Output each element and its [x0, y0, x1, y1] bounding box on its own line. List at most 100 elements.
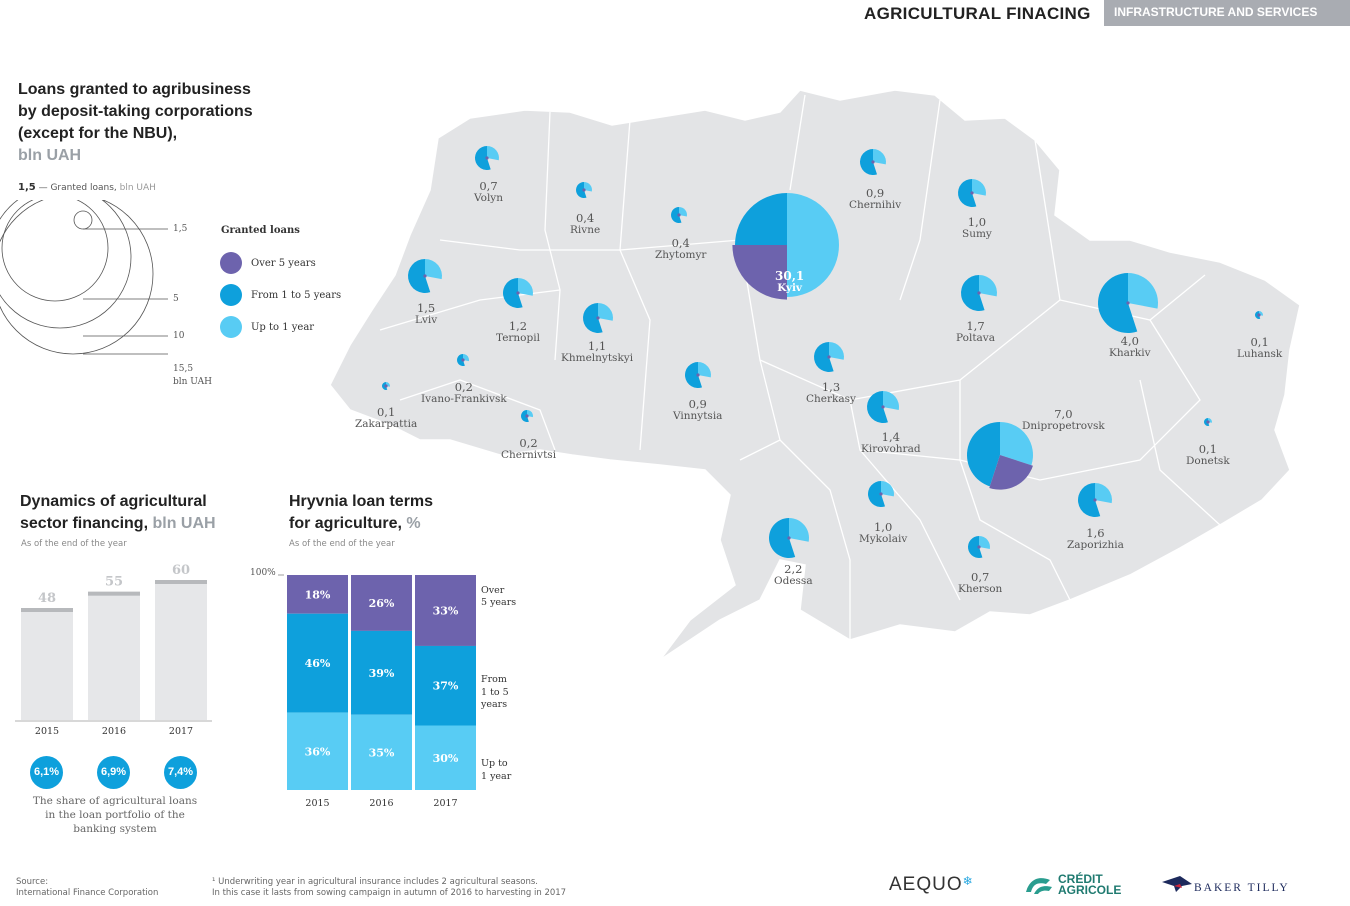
legend: Over 5 years From 1 to 5 years Up to 1 y… — [220, 247, 341, 343]
region-pie — [867, 391, 900, 424]
pie-slice-over5 — [384, 384, 388, 388]
pie-slice-over5 — [1093, 498, 1097, 502]
region-label: 1,2 Ternopil — [496, 320, 540, 344]
pie-slice-over5 — [582, 188, 586, 192]
share-caption-line: The share of agricultural loans — [32, 795, 198, 807]
size-scale — [0, 200, 168, 355]
terms-value-label: 37% — [433, 680, 459, 693]
dynamics-bar — [21, 608, 73, 720]
region-pie — [967, 536, 990, 559]
dynamics-year-label: 2015 — [35, 726, 59, 737]
pie-slice-1to5 — [967, 422, 1000, 487]
region-label: 0,9 Chernihiv — [849, 187, 901, 211]
region-name: Kirovohrad — [861, 443, 921, 455]
region-value: 1,2 — [508, 319, 528, 333]
pie-slice-over5 — [1257, 313, 1261, 317]
pie-slice-over5 — [516, 291, 520, 295]
dynamics-value-label: 60 — [172, 563, 190, 578]
snowflake-icon: ❄ — [962, 874, 974, 888]
pie-slice-upto1 — [883, 391, 900, 410]
scale-caption: 1,5 — Granted loans, bln UAH — [18, 182, 156, 193]
legend-title: Granted loans — [221, 225, 300, 236]
pie-slice-over5 — [423, 274, 427, 278]
share-badge: 6,1% — [30, 756, 63, 789]
pie-slice-1to5 — [408, 259, 431, 293]
region-pie — [960, 275, 997, 312]
dynamics-title-unit: bln UAH — [152, 515, 216, 532]
legend-label: From 1 to 5 years — [251, 289, 342, 301]
terms-title-line-2: for agriculture, — [289, 515, 402, 532]
region-label: 0,4 Zhytomyr — [655, 237, 706, 261]
region-pie — [1203, 418, 1213, 426]
region-value: 4,0 — [1120, 334, 1139, 348]
terms-y-label: 100% — [250, 568, 276, 578]
region-name: Zaporizhia — [1067, 539, 1124, 551]
region-label: 0,1 Donetsk — [1186, 443, 1230, 467]
terms-bar-segment — [351, 714, 412, 790]
pie-slice-upto1 — [873, 149, 886, 165]
ukraine-outline — [329, 89, 1301, 661]
terms-bar-segment — [415, 725, 476, 790]
terms-value-label: 36% — [305, 745, 331, 758]
pie-slice-1to5 — [457, 354, 465, 366]
dynamics-bar-cap — [88, 591, 140, 596]
terms-label-line: 1 to 5 — [481, 686, 509, 698]
region-value: 7,0 — [1054, 407, 1073, 421]
region-label: 1,3 Cherkasy — [806, 381, 856, 405]
region-value: 1,7 — [966, 319, 985, 333]
pie-slice-upto1 — [518, 278, 533, 296]
region-value: 1,1 — [587, 339, 607, 353]
terms-bar-segment — [351, 575, 412, 631]
region-pie — [1077, 483, 1112, 517]
pie-slice-upto1 — [425, 259, 442, 280]
scale-label-4: 15,5 — [173, 364, 194, 374]
region-name: Dnipropetrovsk — [1022, 420, 1105, 432]
terms-title-line-1: Hryvnia loan terms — [289, 493, 434, 510]
terms-bar-segment — [287, 575, 348, 614]
terms-label-line: years — [481, 699, 508, 710]
map-title-unit: bln UAH — [18, 147, 82, 164]
region-value: 30,1 — [775, 269, 805, 283]
region-pie — [1098, 273, 1158, 333]
region-value: 0,4 — [575, 211, 595, 225]
pie-slice-1to5 — [1077, 483, 1101, 517]
region-pie — [382, 382, 390, 390]
region-pie — [475, 146, 500, 170]
footnote: ¹ Underwriting year in agricultural insu… — [212, 877, 566, 899]
legend-item: From 1 to 5 years — [220, 279, 341, 311]
dynamics-value-label: 55 — [105, 575, 123, 590]
legend-swatch-1to5 — [220, 284, 242, 306]
region-value: 1,4 — [881, 430, 900, 444]
map-title: Loans granted to agribusiness by deposit… — [18, 79, 253, 167]
legend-item: Over 5 years — [220, 247, 341, 279]
pie-slice-upto1 — [527, 410, 533, 418]
source-text: International Finance Corporation — [16, 888, 159, 898]
pie-slice-upto1 — [979, 536, 990, 550]
pie-slice-upto1 — [787, 193, 839, 297]
pie-slice-over5 — [1206, 420, 1210, 424]
map-title-line-3: (except for the NBU), — [18, 125, 178, 142]
pie-slice-1to5 — [671, 207, 682, 223]
page-title: AGRICULTURAL FINACING — [864, 4, 1091, 23]
region-name: Rivne — [570, 224, 601, 236]
share-badge: 6,9% — [97, 756, 130, 789]
terms-bar-segment — [287, 712, 348, 790]
region-name: Chernivtsi — [501, 449, 557, 461]
legend-label: Over 5 years — [251, 257, 316, 269]
pie-slice-upto1 — [598, 303, 613, 321]
pie-slice-over5 — [970, 191, 974, 195]
share-circles: 6,1% 6,9% 7,4% — [30, 756, 220, 790]
region-pie — [732, 193, 839, 300]
region-label: 1,1 Khmelnytskyi — [561, 340, 633, 364]
terms-title: Hryvnia loan terms for agriculture, % — [289, 491, 433, 535]
region-name: Sumy — [962, 228, 992, 240]
pie-slice-1to5 — [960, 275, 985, 312]
region-label: 0,2 Chernivtsi — [501, 437, 556, 461]
dynamics-subtitle: As of the end of the year — [21, 539, 127, 549]
region-value: 2,2 — [784, 562, 803, 576]
terms-value-label: 30% — [433, 752, 459, 765]
pie-slice-over5 — [525, 414, 529, 418]
region-pie — [958, 179, 986, 207]
terms-value-label: 39% — [369, 667, 395, 680]
